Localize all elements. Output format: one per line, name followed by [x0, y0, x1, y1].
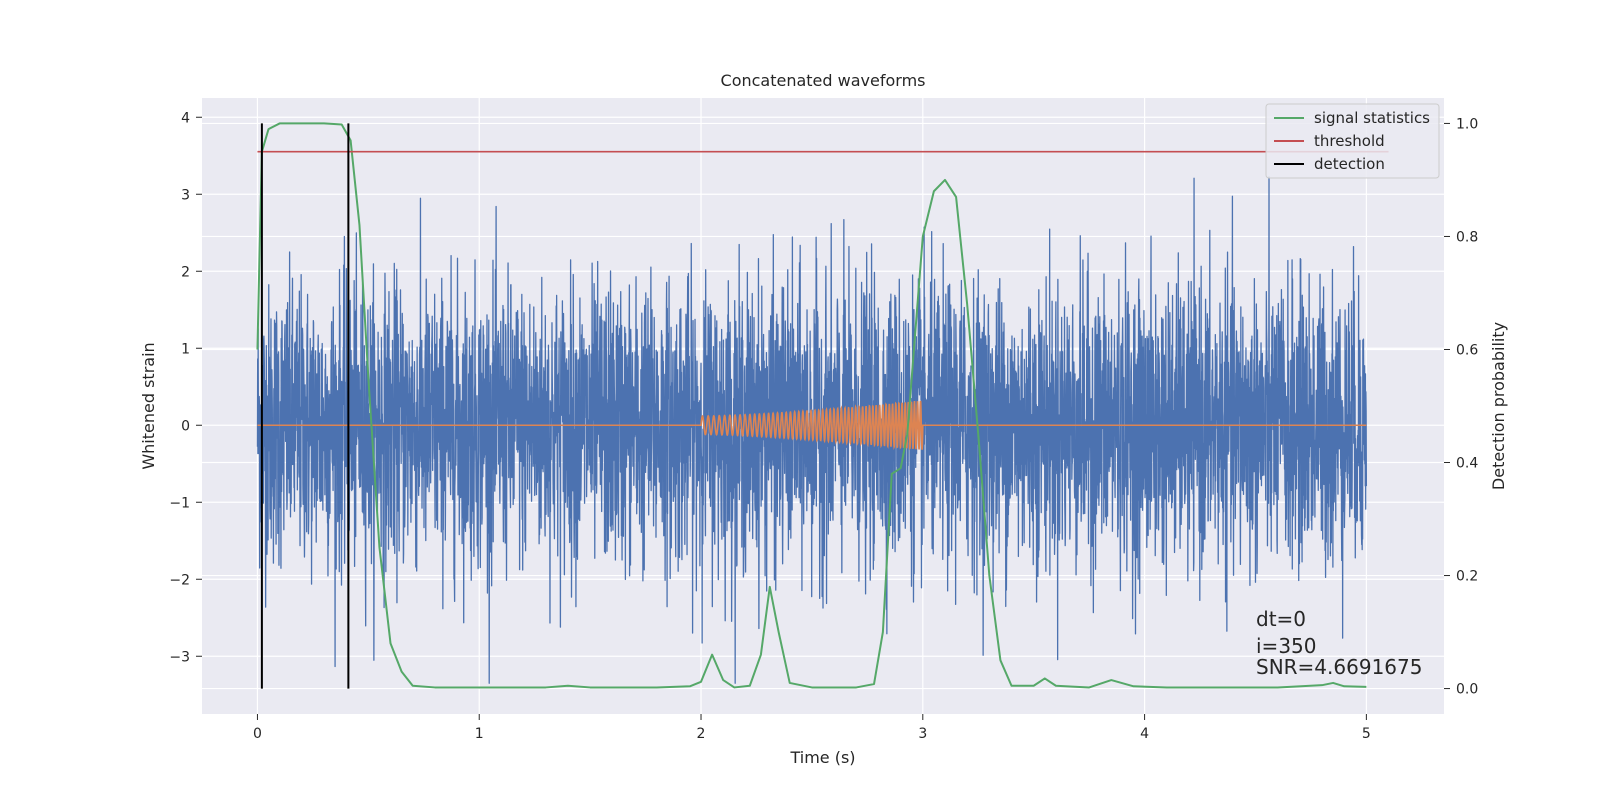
waveform-series-line: [257, 400, 1367, 450]
y-left-tick-label: 2: [181, 264, 190, 280]
y-right-tick-label: 0.0: [1456, 682, 1478, 698]
legend-label: threshold: [1314, 132, 1385, 150]
y-left-tick-label: 1: [181, 341, 190, 357]
y-left-tick-label: −1: [169, 495, 190, 511]
x-tick-label: 5: [1362, 726, 1371, 742]
y-axis-left-label: Whitened strain: [139, 342, 158, 469]
y-left-tick-label: 3: [181, 187, 190, 203]
x-axis-label: Time (s): [789, 748, 855, 767]
axes: 0 1 2 3 4 5 −3 −2 −1 0 1 2 3 4 0.0 0.2 0.4 0.6 0.8 1.0: [169, 110, 1478, 742]
annotation-text: dt=0: [1256, 607, 1306, 631]
y-left-tick-label: −2: [169, 572, 190, 588]
x-tick-label: 3: [918, 726, 927, 742]
annotation-text: SNR=4.6691675: [1256, 655, 1422, 679]
legend-label: detection: [1314, 155, 1385, 173]
y-right-tick-label: 1.0: [1456, 116, 1478, 132]
y-left-tick-label: 0: [181, 418, 190, 434]
plot-area: [256, 122, 1389, 689]
y-right-tick-label: 0.8: [1456, 229, 1478, 245]
legend-box: [1265, 103, 1440, 179]
y-axis-right-label: Detection probability: [1489, 322, 1508, 490]
y-right-tick-label: 0.4: [1456, 456, 1478, 472]
y-right-tick-label: 0.6: [1456, 342, 1478, 358]
x-tick-label: 1: [475, 726, 484, 742]
legend-label: signal statistics: [1314, 109, 1430, 127]
x-tick-label: 2: [697, 726, 706, 742]
signal-statistics-line: [256, 122, 1367, 689]
x-tick-label: 4: [1140, 726, 1149, 742]
annotation-text: i=350: [1256, 634, 1317, 658]
legend: signal statistics threshold detection: [1265, 103, 1440, 179]
chart-title: Concatenated waveforms: [721, 71, 926, 90]
x-tick-label: 0: [253, 726, 262, 742]
y-left-tick-label: 4: [181, 110, 190, 126]
y-right-tick-label: 0.2: [1456, 569, 1478, 585]
y-left-tick-label: −3: [169, 649, 190, 665]
